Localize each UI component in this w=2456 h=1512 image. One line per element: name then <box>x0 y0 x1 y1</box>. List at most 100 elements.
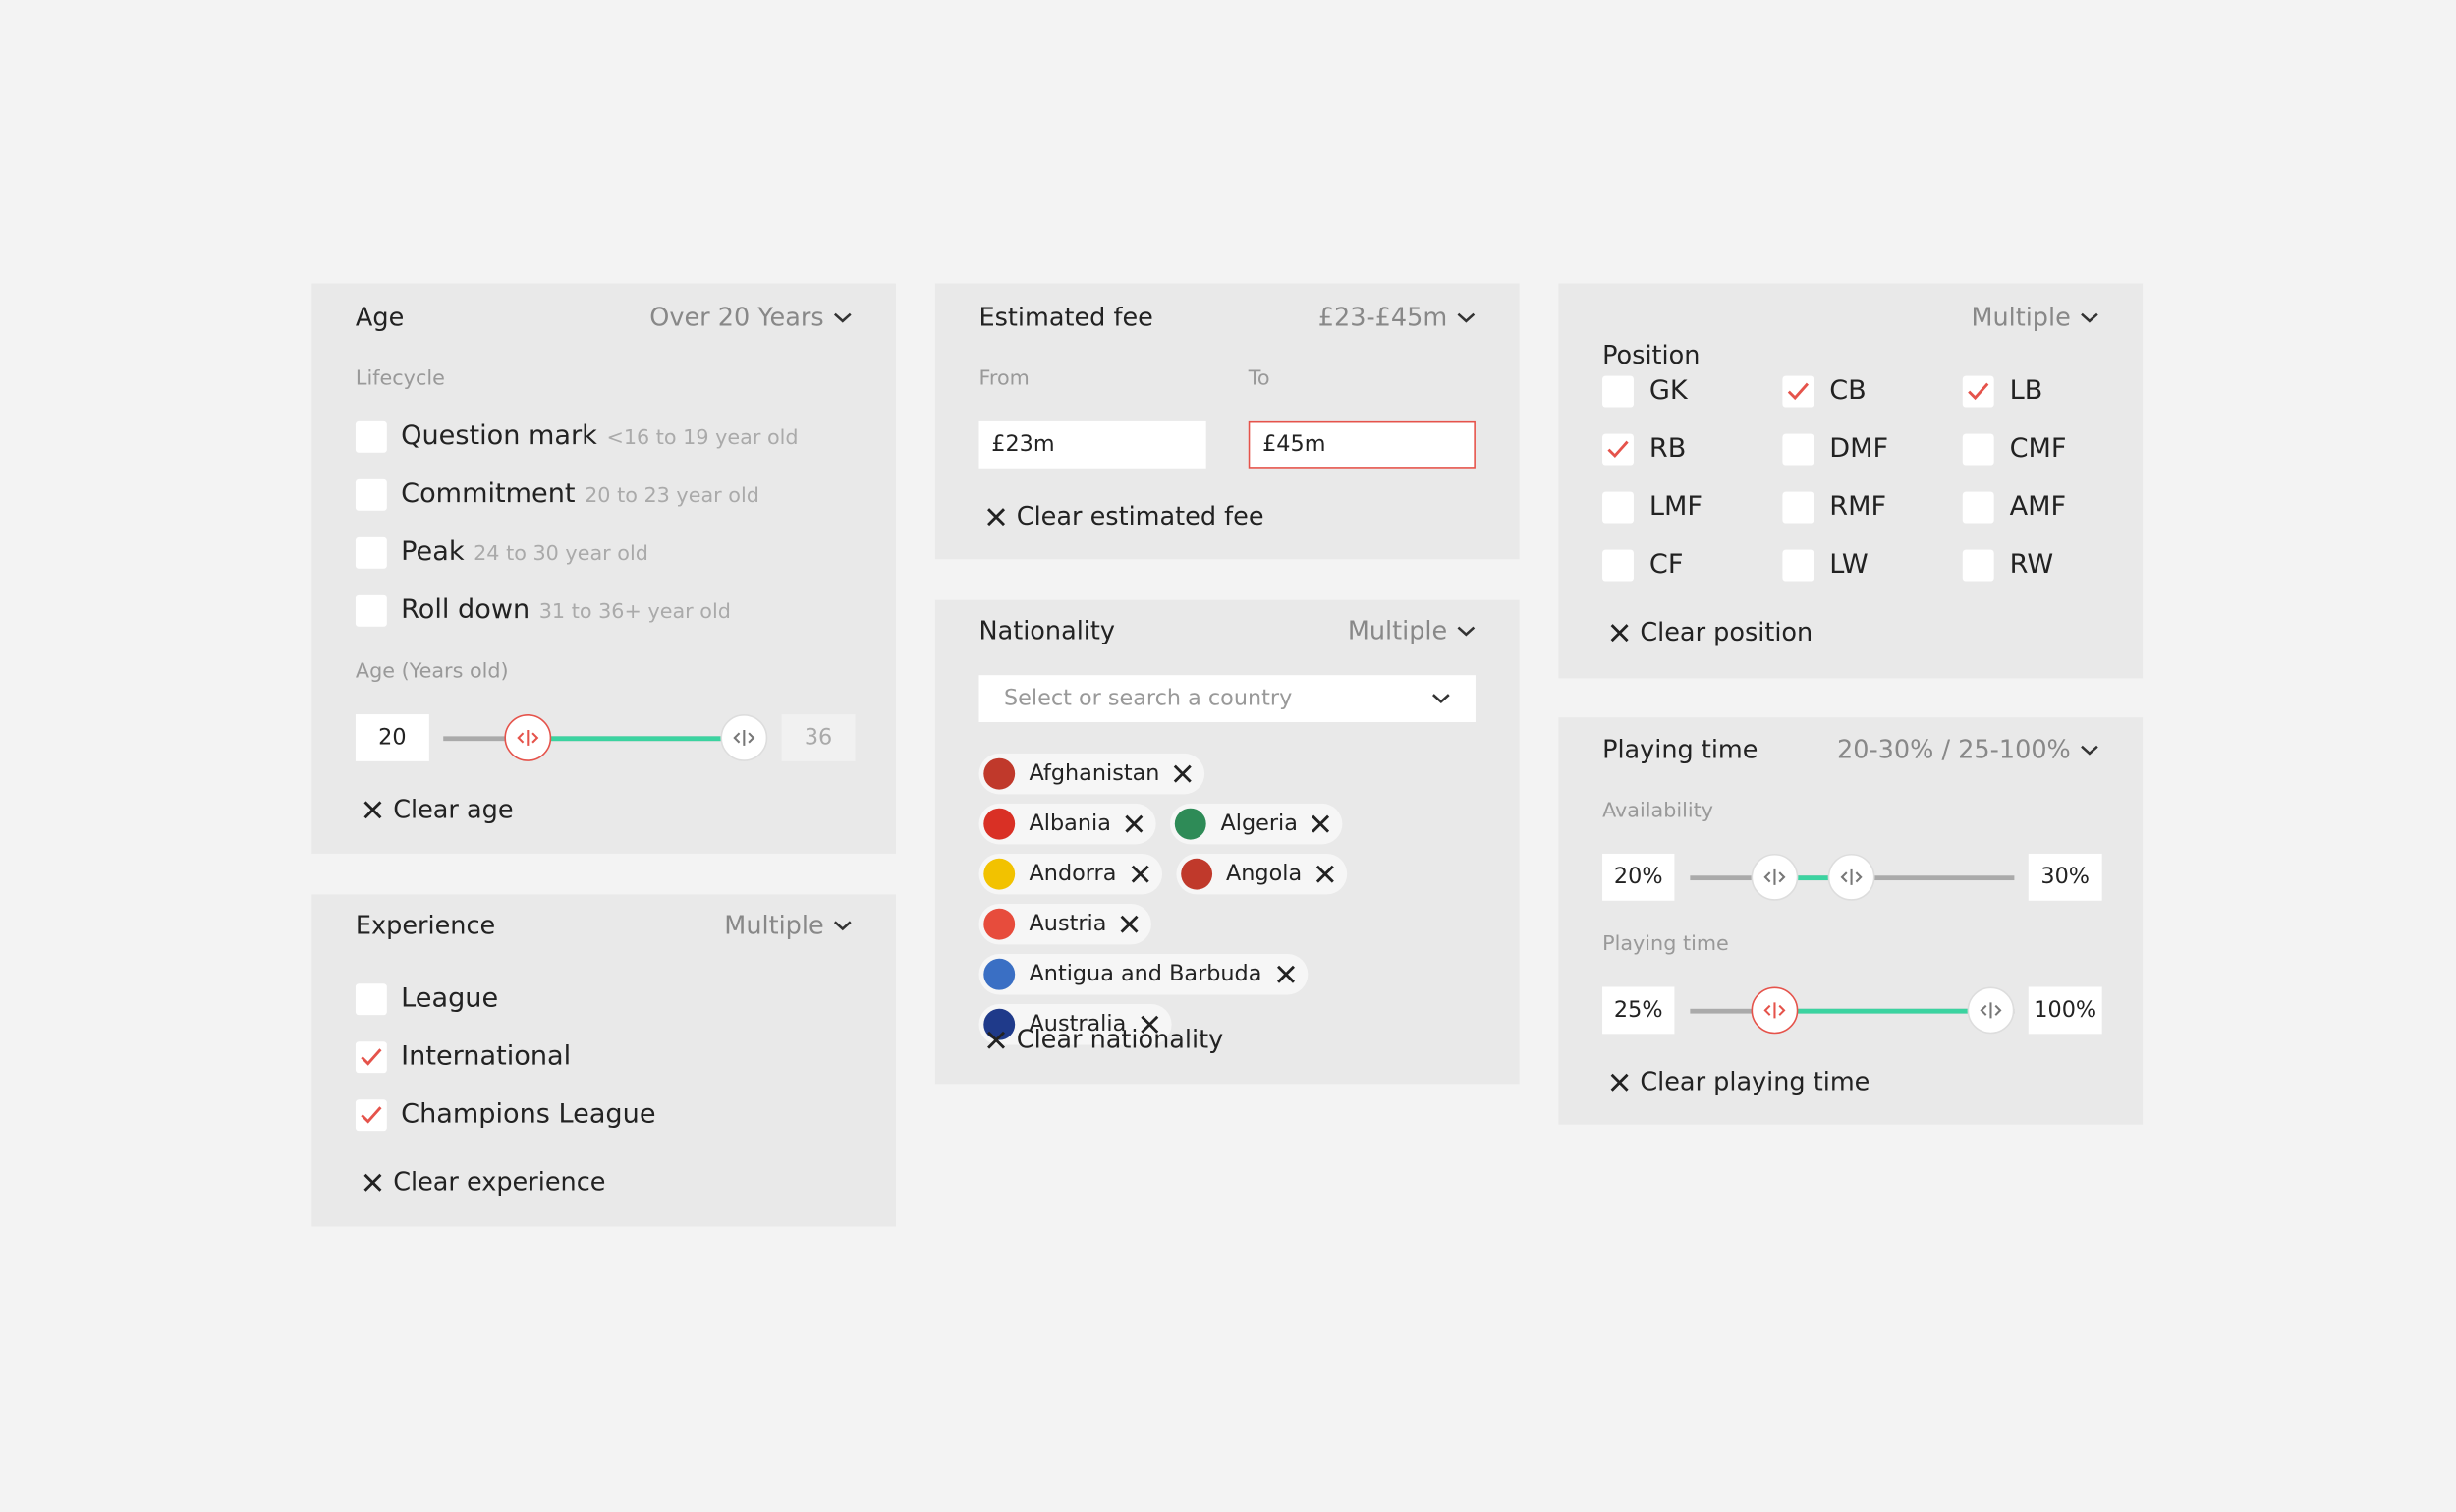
slider-handle[interactable] <box>1827 853 1875 901</box>
chevron[interactable] <box>2080 311 2098 324</box>
clear-icon[interactable] <box>363 801 382 819</box>
clear-button[interactable]: Clear playing time <box>1640 1066 1870 1097</box>
slider-handle[interactable] <box>720 714 768 761</box>
country-search[interactable]: Select or search a country <box>978 675 1476 723</box>
experience-filter: Experience Multiple League International Cha… <box>311 894 896 1227</box>
clear-icon[interactable] <box>363 1173 382 1192</box>
checkbox[interactable] <box>355 420 387 453</box>
range-to[interactable]: 100% <box>2028 986 2102 1035</box>
clear-button[interactable]: Clear position <box>1640 617 1814 647</box>
checkbox[interactable] <box>1602 375 1634 408</box>
option-label: AMF <box>2009 490 2067 523</box>
option-hint: 24 to 30 year old <box>474 542 648 567</box>
option-label: LMF <box>1648 490 1702 523</box>
chip-remove[interactable] <box>1276 965 1295 983</box>
country-chip: Afghanistan <box>978 753 1205 795</box>
country-chip: Austria <box>978 903 1152 945</box>
range-from[interactable]: 20 <box>355 714 429 761</box>
panel-summary[interactable]: Multiple <box>1971 302 2071 333</box>
input-value: Select or search a country <box>1004 686 1293 711</box>
section-label: Playing time <box>1602 932 1729 957</box>
flag <box>1180 858 1212 890</box>
slider-handle[interactable] <box>504 714 552 761</box>
checkbox[interactable] <box>355 594 387 627</box>
slider-handle[interactable] <box>1967 986 2015 1035</box>
input-value: £23m <box>991 432 1055 458</box>
option-label: RW <box>2009 548 2054 581</box>
panel-summary[interactable]: £23-£45m <box>1317 302 1448 333</box>
country-chip: Andorra <box>978 853 1162 895</box>
clear-button[interactable]: Clear nationality <box>1016 1024 1224 1055</box>
checkbox[interactable] <box>1782 549 1814 582</box>
checkbox[interactable] <box>1782 375 1814 408</box>
checkbox[interactable] <box>1962 433 1994 466</box>
input-value: 36 <box>804 725 833 751</box>
chevron[interactable] <box>833 311 852 324</box>
chip-label: Australia <box>1029 1011 1127 1037</box>
input-value: 25% <box>1613 997 1663 1024</box>
clear-icon[interactable] <box>1610 1073 1629 1092</box>
checkbox[interactable] <box>355 983 387 1016</box>
chip-remove[interactable] <box>1125 814 1144 833</box>
checkbox[interactable] <box>355 536 387 569</box>
range-to[interactable]: 36 <box>781 714 856 761</box>
chip-remove[interactable] <box>1141 1015 1159 1034</box>
slider-handle[interactable] <box>1751 853 1799 901</box>
range-from[interactable]: 20% <box>1602 853 1675 901</box>
range-from[interactable]: 25% <box>1602 986 1675 1035</box>
country-chip: Albania <box>978 803 1157 845</box>
country-chip: Australia <box>978 1004 1172 1045</box>
panel-title: Position <box>1602 339 1701 370</box>
panel-summary[interactable]: Multiple <box>724 910 824 940</box>
chip-remove[interactable] <box>1174 764 1193 783</box>
option-label: LB <box>2009 374 2043 407</box>
chevron[interactable] <box>1457 311 1476 324</box>
checkbox[interactable] <box>1962 549 1994 582</box>
panel-summary[interactable]: Multiple <box>1347 615 1448 645</box>
chip-label: Albania <box>1029 811 1111 837</box>
chip-remove[interactable] <box>1121 915 1140 933</box>
chip-remove[interactable] <box>1312 814 1330 833</box>
input-value: 30% <box>2040 865 2091 890</box>
checkbox[interactable] <box>1782 433 1814 466</box>
clear-icon[interactable] <box>986 1031 1006 1049</box>
clear-icon[interactable] <box>1610 624 1629 643</box>
checkbox[interactable] <box>1962 375 1994 408</box>
slider-range <box>1774 1007 1991 1013</box>
clear-button[interactable]: Clear estimated fee <box>1016 501 1264 532</box>
chip-remove[interactable] <box>1315 865 1335 883</box>
panel-summary[interactable]: 20-30% / 25-100% <box>1837 734 2071 765</box>
fee-from-input[interactable]: £23m <box>978 420 1206 469</box>
option-hint: <16 to 19 year old <box>606 426 799 451</box>
panel-summary[interactable]: Over 20 Years <box>649 302 824 333</box>
flag <box>983 1008 1016 1040</box>
fee-to-input[interactable]: £45m <box>1248 420 1476 469</box>
chevron[interactable] <box>1431 693 1450 705</box>
checkbox[interactable] <box>355 1099 387 1132</box>
option-label: RB <box>1648 432 1687 465</box>
checkbox[interactable] <box>355 478 387 511</box>
slider-handle[interactable] <box>1751 986 1799 1035</box>
option-label: International <box>401 1040 572 1073</box>
range-to[interactable]: 30% <box>2028 853 2102 901</box>
panel-title: Estimated fee <box>978 302 1153 333</box>
input-value: 20% <box>1613 865 1663 890</box>
clear-button[interactable]: Clear age <box>393 794 514 824</box>
clear-button[interactable]: Clear experience <box>393 1166 606 1198</box>
panel-title: Age <box>355 302 405 333</box>
input-value: 100% <box>2034 997 2097 1024</box>
checkbox[interactable] <box>1782 491 1814 524</box>
checkbox[interactable] <box>1962 491 1994 524</box>
chip-remove[interactable] <box>1131 865 1149 883</box>
clear-icon[interactable] <box>986 508 1006 527</box>
chevron[interactable] <box>833 920 852 932</box>
checkbox[interactable] <box>355 1041 387 1074</box>
chevron[interactable] <box>1457 625 1476 638</box>
chevron[interactable] <box>2080 744 2098 756</box>
option-label: Commitment 20 to 23 year old <box>401 478 759 510</box>
checkbox[interactable] <box>1602 549 1634 582</box>
option-label: CMF <box>2009 432 2067 465</box>
checkbox[interactable] <box>1602 433 1634 466</box>
checkbox[interactable] <box>1602 491 1634 524</box>
